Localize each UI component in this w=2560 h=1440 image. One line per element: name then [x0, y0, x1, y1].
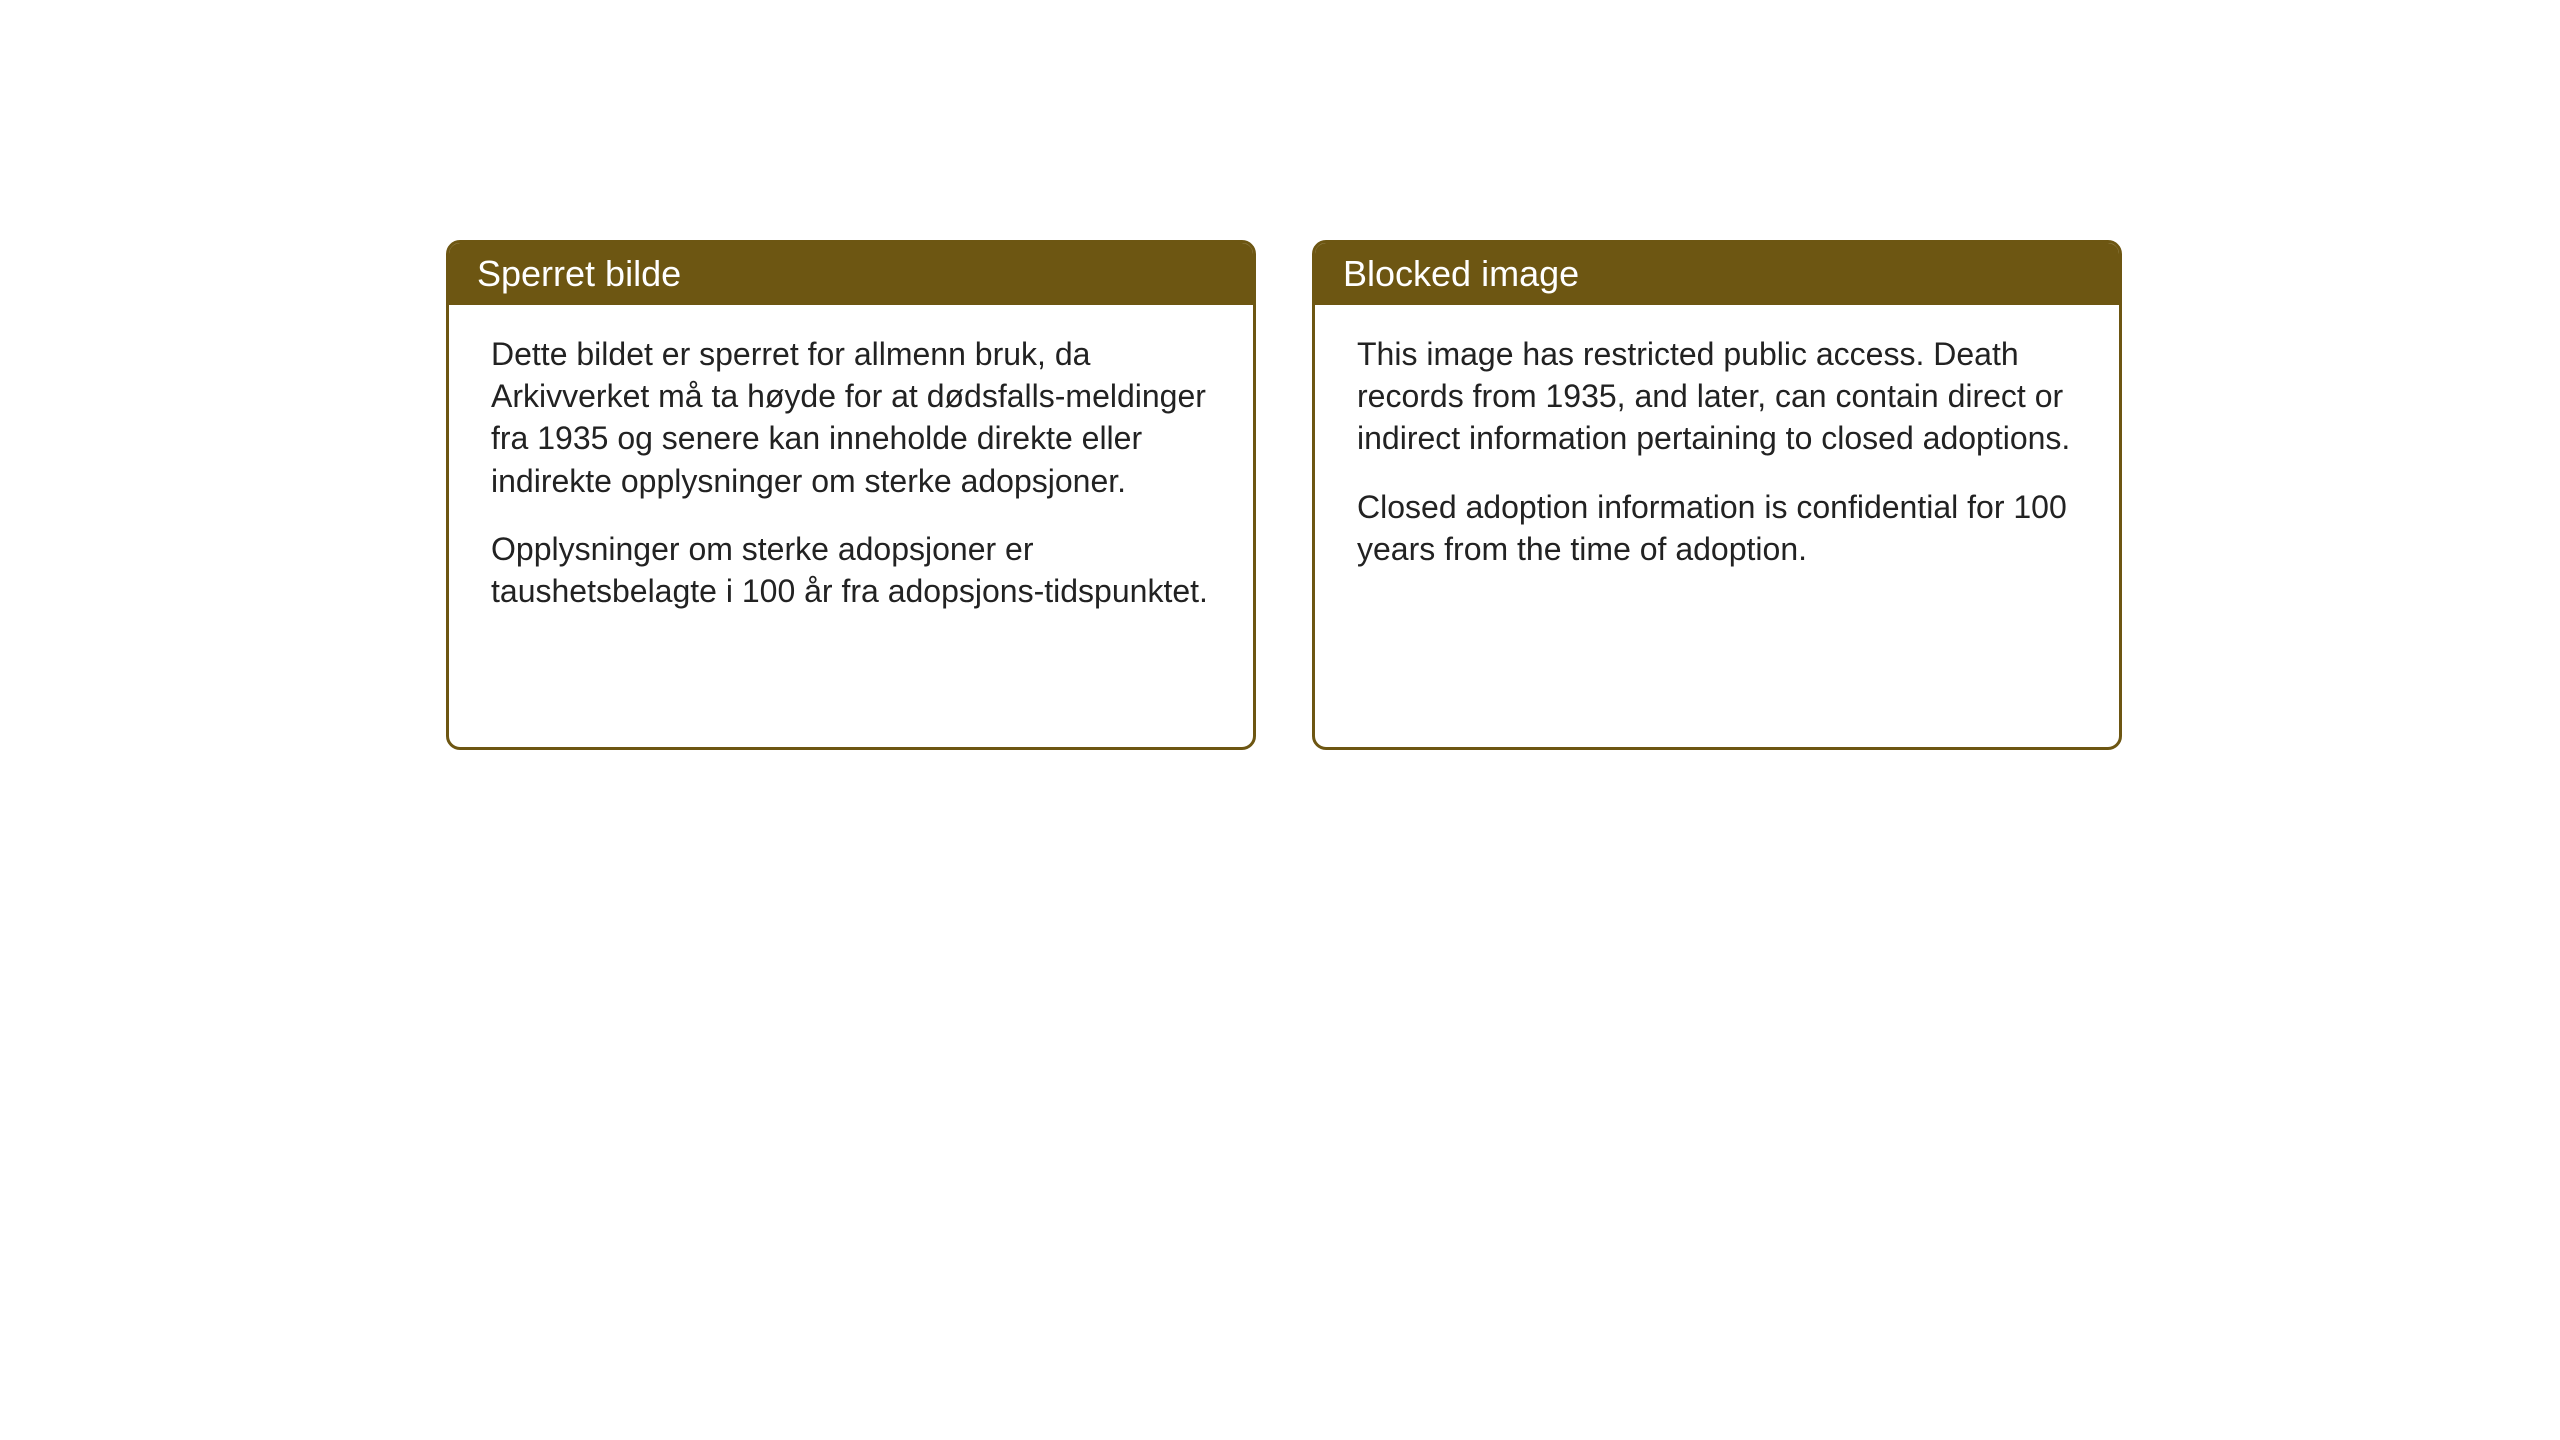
english-card-body: This image has restricted public access.… — [1315, 305, 2119, 606]
notice-cards-container: Sperret bilde Dette bildet er sperret fo… — [446, 240, 2122, 750]
norwegian-paragraph-1: Dette bildet er sperret for allmenn bruk… — [491, 333, 1211, 502]
english-card-title: Blocked image — [1315, 243, 2119, 305]
norwegian-card-body: Dette bildet er sperret for allmenn bruk… — [449, 305, 1253, 648]
english-paragraph-2: Closed adoption information is confident… — [1357, 486, 2077, 570]
norwegian-paragraph-2: Opplysninger om sterke adopsjoner er tau… — [491, 528, 1211, 612]
norwegian-notice-card: Sperret bilde Dette bildet er sperret fo… — [446, 240, 1256, 750]
english-paragraph-1: This image has restricted public access.… — [1357, 333, 2077, 460]
english-notice-card: Blocked image This image has restricted … — [1312, 240, 2122, 750]
norwegian-card-title: Sperret bilde — [449, 243, 1253, 305]
